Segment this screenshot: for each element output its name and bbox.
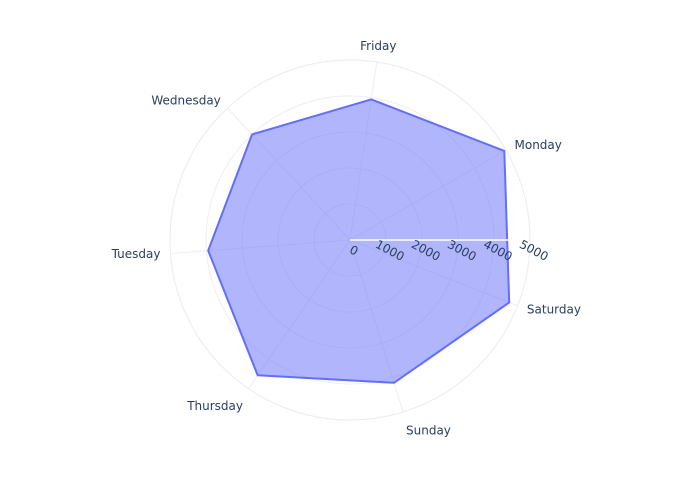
label-layer: Monday Friday Wednesday Tuesday Thursday Sund…: [111, 39, 581, 438]
category-label-friday: Friday: [360, 39, 396, 53]
category-label-wednesday: Wednesday: [151, 94, 220, 108]
radial-tick-5000: 5000: [517, 237, 551, 264]
category-label-saturday: Saturday: [527, 302, 581, 316]
category-label-tuesday: Tuesday: [111, 247, 161, 261]
category-label-sunday: Sunday: [406, 424, 451, 438]
category-label-thursday: Thursday: [186, 399, 243, 413]
category-label-monday: Monday: [515, 138, 562, 152]
data-layer: [207, 98, 511, 384]
series-area[interactable]: [207, 98, 511, 384]
